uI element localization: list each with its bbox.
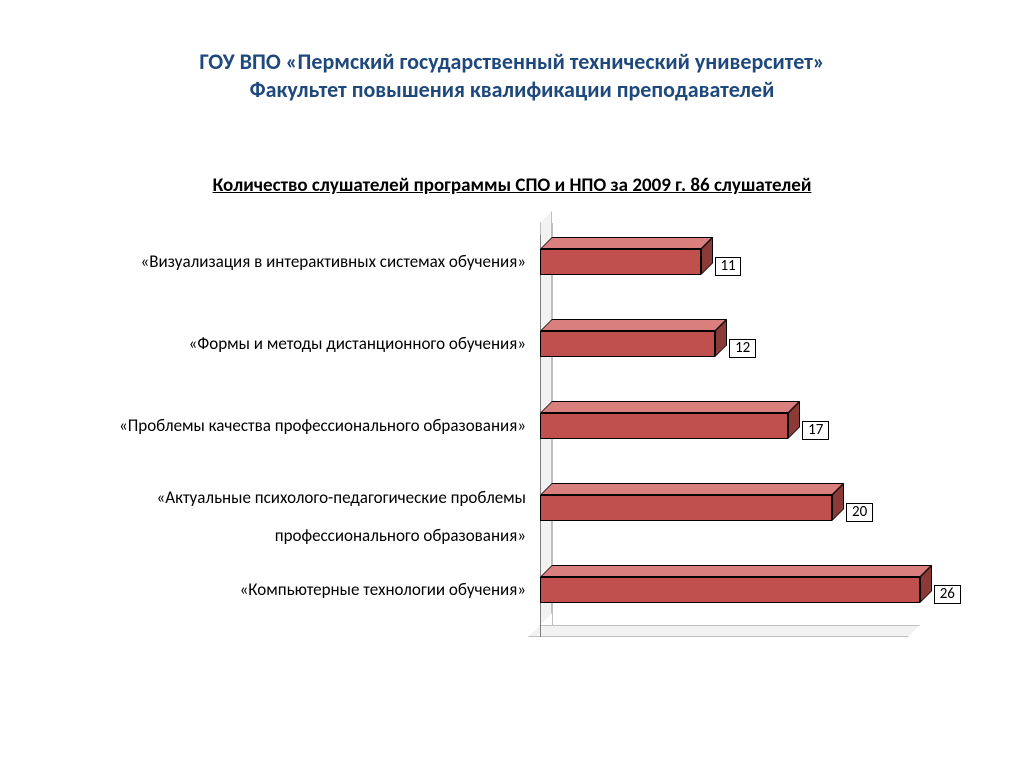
bar-front <box>540 577 920 603</box>
category-label: «Проблемы качества профессионального обр… <box>26 415 526 436</box>
bar-value-label: 11 <box>715 257 742 276</box>
bar-front <box>540 249 701 275</box>
bar-front <box>540 413 788 439</box>
bar-top <box>540 401 800 413</box>
bar-value-label: 26 <box>934 585 961 604</box>
plot-floor <box>528 625 920 637</box>
bar-top <box>540 237 713 249</box>
bar-value-label: 20 <box>846 503 873 522</box>
category-label: «Визуализация в интерактивных системах о… <box>26 251 526 272</box>
bar-top <box>540 565 932 577</box>
bar-chart: «Визуализация в интерактивных системах о… <box>0 0 1024 768</box>
bar-value-label: 17 <box>802 421 829 440</box>
bar-top <box>540 483 844 495</box>
category-label: «Актуальные психолого-педагогические про… <box>26 479 526 554</box>
category-label: «Формы и методы дистанционного обучения» <box>26 333 526 354</box>
category-label: «Компьютерные технологии обучения» <box>26 579 526 600</box>
bar-value-label: 12 <box>729 339 756 358</box>
slide: ГОУ ВПО «Пермский государственный технич… <box>0 0 1024 768</box>
bar-top <box>540 319 727 331</box>
bar-front <box>540 331 715 357</box>
bar-front <box>540 495 832 521</box>
